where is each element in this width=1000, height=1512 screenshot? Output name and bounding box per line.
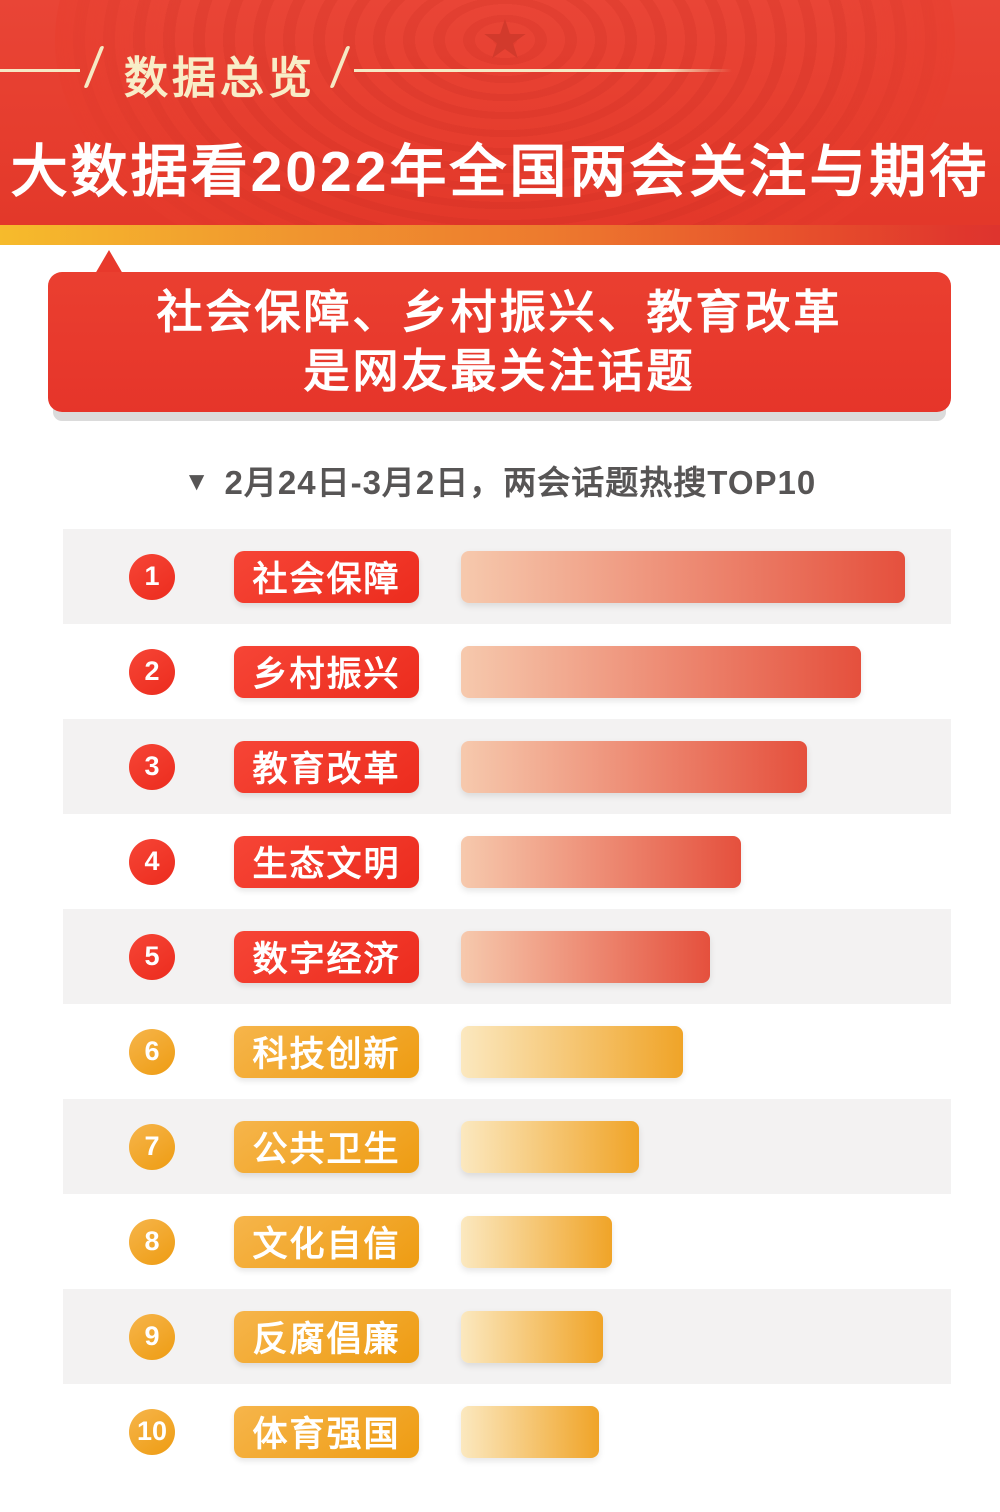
ceiling-pattern (55, 0, 955, 245)
ranking-row: 2 乡村振兴 (63, 624, 951, 719)
topic-label: 反腐倡廉 (234, 1310, 419, 1363)
topic-bar (461, 740, 807, 793)
callout-line1: 社会保障、乡村振兴、教育改革 (156, 286, 843, 338)
ranking-row: 3 教育改革 (63, 719, 951, 814)
rank-badge: 10 (129, 1408, 175, 1455)
star-icon: ★ (480, 10, 530, 70)
rank-badge: 7 (129, 1123, 175, 1170)
topic-label: 教育改革 (234, 740, 419, 793)
badge-line-right (354, 69, 732, 72)
topic-bar (461, 1310, 603, 1363)
rank-badge: 6 (129, 1028, 175, 1075)
topic-label: 数字经济 (234, 930, 419, 983)
callout-line2: 是网友最关注话题 (303, 345, 696, 397)
topic-bar (461, 1025, 683, 1078)
topic-bar (461, 1120, 639, 1173)
rank-badge: 2 (129, 648, 175, 695)
rank-badge: 3 (129, 743, 175, 790)
callout-pointer-icon (95, 250, 123, 274)
ranking-row: 7 公共卫生 (63, 1099, 951, 1194)
topic-label: 公共卫生 (234, 1120, 419, 1173)
rank-badge: 8 (129, 1218, 175, 1265)
topic-label: 科技创新 (234, 1025, 419, 1078)
ranking-row: 1 社会保障 (63, 529, 951, 624)
chart-subtitle: ▼ 2月24日-3月2日，两会话题热搜TOP10 (0, 456, 1000, 504)
topic-bar (461, 930, 710, 983)
rank-badge: 1 (129, 553, 175, 600)
topic-bar (461, 645, 861, 698)
callout-box: 社会保障、乡村振兴、教育改革 是网友最关注话题 (48, 272, 951, 412)
chart-subtitle-text: 2月24日-3月2日，两会话题热搜TOP10 (224, 464, 817, 501)
header: ★ 数据总览 大数据看2022年全国两会关注与期待 (0, 0, 1000, 245)
ranking-row: 5 数字经济 (63, 909, 951, 1004)
topic-label: 生态文明 (234, 835, 419, 888)
topic-label: 社会保障 (234, 550, 419, 603)
topic-label: 文化自信 (234, 1215, 419, 1268)
section-badge: 数据总览 (124, 54, 316, 103)
topic-label: 乡村振兴 (234, 645, 419, 698)
topic-bar (461, 835, 741, 888)
triangle-down-icon: ▼ (183, 466, 211, 496)
ranking-row: 9 反腐倡廉 (63, 1289, 951, 1384)
page-title: 大数据看2022年全国两会关注与期待 (10, 140, 990, 204)
topic-label: 体育强国 (234, 1405, 419, 1458)
topic-bar (461, 550, 905, 603)
header-gradient-strip (0, 225, 1000, 245)
topic-bar (461, 1405, 599, 1458)
badge-line-left (0, 69, 80, 72)
topic-bar (461, 1215, 612, 1268)
rank-badge: 9 (129, 1313, 175, 1360)
rank-badge: 4 (129, 838, 175, 885)
rank-badge: 5 (129, 933, 175, 980)
ranking-row: 8 文化自信 (63, 1194, 951, 1289)
ranking-list: 1 社会保障 2 乡村振兴 3 教育改革 4 生态文明 5 数字经济 6 科技创… (63, 529, 951, 1479)
ranking-row: 6 科技创新 (63, 1004, 951, 1099)
ranking-row: 4 生态文明 (63, 814, 951, 909)
ranking-row: 10 体育强国 (63, 1384, 951, 1479)
